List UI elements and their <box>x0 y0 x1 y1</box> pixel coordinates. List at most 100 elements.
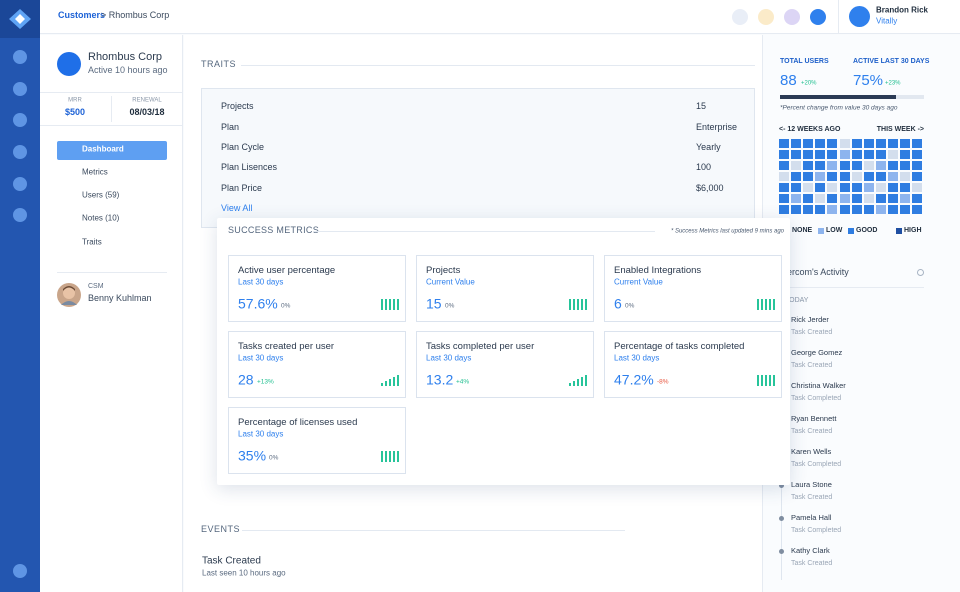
metric-spark-bar <box>573 299 575 310</box>
heatmap-cell <box>815 172 826 181</box>
metric-spark-bar <box>389 379 391 386</box>
rail-icon[interactable] <box>13 50 27 64</box>
heatmap-cell <box>875 139 886 148</box>
metric-spark-bar <box>765 375 767 386</box>
status-dot[interactable] <box>784 9 800 25</box>
heatmap-cell <box>791 183 802 192</box>
trait-value: Enterprise <box>696 122 738 133</box>
activity-name[interactable]: Christina Walker <box>791 380 846 390</box>
rail-icon[interactable] <box>13 208 27 222</box>
heatmap-cell <box>875 150 886 159</box>
progress-fill <box>780 95 896 99</box>
heatmap-cell <box>912 139 923 148</box>
divider <box>40 92 183 93</box>
heatmap-cell <box>839 150 850 159</box>
metric-spark-bar <box>585 375 587 386</box>
metric-spark-bar <box>581 377 583 386</box>
heatmap-cell <box>887 150 898 159</box>
metric-spark-bar <box>569 299 571 310</box>
heatmap-cell <box>839 205 850 214</box>
legend-label: LOW <box>826 227 843 235</box>
trait-label: Plan Price <box>221 183 263 194</box>
metric-card[interactable]: Projects Current Value 15 0% <box>416 255 594 322</box>
section-title: EVENTS <box>201 524 241 535</box>
metric-card[interactable]: Percentage of licenses used Last 30 days 3… <box>228 407 406 474</box>
rail-icon[interactable] <box>13 113 27 127</box>
heatmap-cell <box>827 161 838 170</box>
heatmap-cell <box>815 139 826 148</box>
metric-spark-bar <box>577 299 579 310</box>
metric-value: 6 <box>614 295 622 312</box>
activity-action: Task Created <box>791 329 833 337</box>
divider <box>780 287 924 288</box>
metric-spark-bar <box>761 299 763 310</box>
nav-item[interactable]: Traits <box>82 237 102 247</box>
activity-name[interactable]: Rick Jerder <box>791 314 829 324</box>
nav-item[interactable]: Metrics <box>82 167 108 177</box>
timeline-dot <box>779 483 784 488</box>
rail-icon[interactable] <box>13 564 27 578</box>
trait-label: Plan Cycle <box>221 142 265 153</box>
metric-card[interactable]: Tasks created per user Last 30 days 28 +13% <box>228 331 406 398</box>
heatmap-cell <box>875 172 886 181</box>
user-avatar[interactable] <box>849 6 870 27</box>
heatmap-cell <box>900 194 910 203</box>
event-detail: Last seen 10 hours ago <box>202 568 286 578</box>
heatmap-cell <box>827 172 838 181</box>
metric-spark-bar <box>581 299 583 310</box>
heatmap-cell <box>779 205 789 214</box>
metric-spark-bar <box>761 375 763 386</box>
heatmap-cell <box>791 161 802 170</box>
rail-icon[interactable] <box>13 177 27 191</box>
user-name[interactable]: Brandon Rick <box>876 5 929 15</box>
logo[interactable] <box>8 8 32 30</box>
account-avatar <box>57 52 81 76</box>
renewal-label: RENEWAL <box>132 97 162 104</box>
rail-icon[interactable] <box>13 145 27 159</box>
activity-name[interactable]: Kathy Clark <box>791 545 830 555</box>
view-all-link[interactable]: View All <box>221 203 253 214</box>
status-dot[interactable] <box>810 9 826 25</box>
legend-swatch <box>848 228 854 234</box>
section-title: TRAITS <box>201 59 237 70</box>
status-dot[interactable] <box>732 9 748 25</box>
metric-card[interactable]: Percentage of tasks completed Last 30 day… <box>604 331 782 398</box>
heatmap-cell <box>900 139 910 148</box>
activity-name[interactable]: George Gomez <box>791 347 843 357</box>
csm-label: CSM <box>88 283 104 291</box>
metric-value: 57.6% <box>238 295 278 312</box>
nav-item[interactable]: Dashboard <box>82 144 124 154</box>
metric-spark-bar <box>381 383 383 386</box>
heatmap-cell <box>875 161 886 170</box>
metric-card[interactable]: Enabled Integrations Current Value 6 0% <box>604 255 782 322</box>
activity-name[interactable]: Ryan Bennett <box>791 413 837 423</box>
breadcrumb-link[interactable]: Customers <box>58 10 106 21</box>
activity-name[interactable]: Pamela Hall <box>791 512 832 522</box>
divider <box>242 530 625 531</box>
metric-card[interactable]: Tasks completed per user Last 30 days 13.2… <box>416 331 594 398</box>
activity-name[interactable]: Karen Wells <box>791 446 832 456</box>
heatmap-cell <box>863 172 874 181</box>
mrr-value: $500 <box>64 107 86 118</box>
heatmap-cell <box>875 183 886 192</box>
nav-item[interactable]: Users (59) <box>82 190 120 200</box>
renewal-value: 08/03/18 <box>129 107 165 118</box>
activity-action: Task Created <box>791 362 833 370</box>
mrr-label: MRR <box>68 97 82 104</box>
metric-spark-bar <box>577 379 579 386</box>
metric-spark-bar <box>381 451 383 462</box>
activity-toggle[interactable] <box>917 269 924 276</box>
metric-card[interactable]: Active user percentage Last 30 days 57.6% 0… <box>228 255 406 322</box>
traits-box <box>201 88 755 228</box>
heatmap-cell <box>851 150 862 159</box>
nav-item[interactable]: Notes (10) <box>82 213 120 223</box>
stats-panel <box>762 35 960 592</box>
rail-icon[interactable] <box>13 82 27 96</box>
metric-spark-bar <box>397 299 399 310</box>
metric-spark-bar <box>389 451 391 462</box>
heatmap-cell <box>779 161 789 170</box>
status-dot[interactable] <box>758 9 774 25</box>
metric-change: 0% <box>281 302 291 310</box>
activity-name[interactable]: Laura Stone <box>791 479 832 489</box>
